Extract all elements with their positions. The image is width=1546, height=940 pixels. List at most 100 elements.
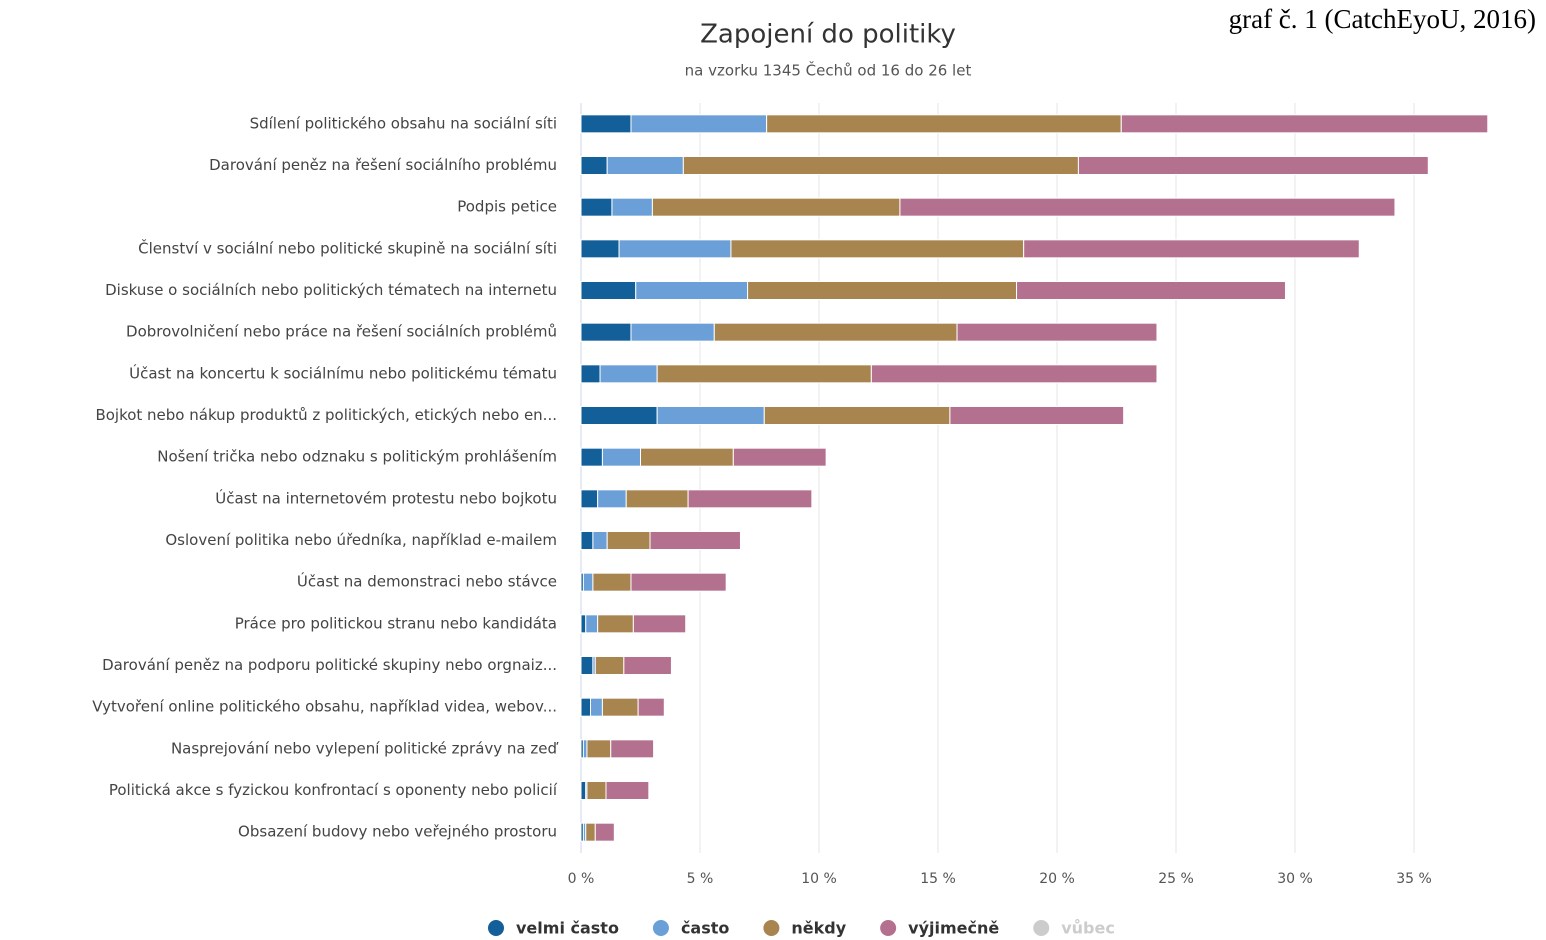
x-tick-label: 10 %: [801, 871, 837, 887]
bar-segment: [618, 239, 732, 259]
bar-segment: [592, 572, 632, 592]
bar-segment: [611, 197, 653, 217]
bar-segment: [580, 697, 592, 717]
bar-segment: [580, 322, 632, 342]
bar-segment: [580, 614, 587, 634]
bar-segment: [656, 406, 765, 425]
bar-segment: [580, 281, 637, 300]
bar-segment: [1016, 281, 1286, 300]
y-tick-label: Obsazení budovy nebo veřejného prostoru: [238, 823, 557, 841]
bar-segment: [649, 531, 741, 550]
bar-segment: [582, 739, 588, 759]
bar-segment: [580, 656, 594, 675]
bar-segment: [605, 781, 650, 800]
bar-segment: [580, 114, 632, 134]
y-tick-label: Sdílení politického obsahu na sociální s…: [250, 114, 557, 132]
bar-segment: [594, 656, 625, 675]
bar-segment: [590, 697, 603, 717]
y-tick-label: Darování peněz na řešení sociálního prob…: [209, 156, 557, 174]
bar-segment: [586, 781, 607, 800]
bar-segment: [580, 447, 603, 467]
y-tick-label: Diskuse o sociálních nebo politických té…: [105, 281, 557, 299]
y-tick-label: Členství v sociální nebo politické skupi…: [138, 238, 557, 257]
bar-segment: [606, 531, 651, 550]
x-tick-label: 5 %: [687, 871, 714, 887]
bar-segment: [601, 447, 641, 467]
chart-subtitle: na vzorku 1345 Čechů od 16 do 26 let: [685, 61, 972, 80]
y-tick-label: Politická akce s fyzickou konfrontací s …: [109, 781, 558, 799]
bar-segment: [630, 572, 727, 592]
bar-segment: [580, 406, 658, 425]
legend-label[interactable]: někdy: [791, 919, 846, 938]
y-tick-label: Účast na internetovém protestu nebo bojk…: [215, 488, 557, 507]
x-tick-label: 0 %: [568, 871, 595, 887]
bar-segment: [580, 489, 599, 509]
bar-segment: [630, 322, 715, 342]
y-tick-label: Nošení trička nebo odznaku s politickým …: [157, 448, 557, 466]
bar-segment: [656, 364, 872, 384]
bar-segment: [597, 489, 627, 509]
x-tick-label: 30 %: [1277, 871, 1313, 887]
bar-segment: [586, 739, 612, 759]
y-tick-label: Práce pro politickou stranu nebo kandidá…: [235, 614, 557, 632]
legend-label[interactable]: často: [681, 919, 729, 938]
bar-segment: [597, 614, 634, 634]
bar-segment: [606, 156, 684, 175]
bar-segment: [580, 156, 608, 175]
legend-label[interactable]: velmi často: [516, 919, 619, 938]
bar-segment: [713, 322, 958, 342]
legend-label[interactable]: vůbec: [1061, 919, 1115, 938]
bar-segment: [582, 572, 594, 592]
legend-marker: [652, 920, 669, 936]
x-tick-label: 25 %: [1158, 871, 1194, 887]
bar-segment: [585, 614, 599, 634]
bar-segment: [640, 447, 734, 467]
bar-segment: [949, 406, 1125, 425]
bar-segment: [730, 239, 1025, 259]
bar-segment: [732, 447, 827, 467]
y-tick-label: Účast na koncertu k sociálnímu nebo poli…: [129, 363, 557, 382]
y-tick-label: Vytvoření online politického obsahu, nap…: [92, 698, 557, 716]
bar-segment: [599, 364, 658, 384]
bar-segment: [870, 364, 1158, 384]
bar-segment: [585, 822, 596, 842]
bar-segment: [592, 531, 608, 550]
x-tick-label: 20 %: [1039, 871, 1075, 887]
bar-segment: [899, 197, 1396, 217]
bar-segment: [610, 739, 655, 759]
bar-segment: [580, 239, 620, 259]
bar-segment: [580, 781, 587, 800]
bar-segment: [763, 406, 951, 425]
y-tick-label: Oslovení politika nebo úředníka, napříkl…: [165, 531, 557, 549]
bar-segment: [580, 197, 613, 217]
bar-segment: [594, 822, 615, 842]
legend-label[interactable]: výjimečně: [908, 919, 999, 938]
bar-segment: [1120, 114, 1489, 134]
legend-marker: [1033, 920, 1050, 936]
y-tick-label: Bojkot nebo nákup produktů z politických…: [95, 406, 557, 424]
chart-title: Zapojení do politiky: [700, 20, 956, 50]
bar-segment: [601, 697, 639, 717]
legend-marker: [880, 920, 897, 936]
bar-segment: [747, 281, 1018, 300]
y-tick-label: Nasprejování nebo vylepení politické zpr…: [171, 739, 559, 757]
bar-segment: [651, 197, 901, 217]
y-tick-label: Dobrovolničení nebo práce na řešení soci…: [126, 323, 557, 341]
bar-segment: [687, 489, 813, 509]
bar-segment: [956, 322, 1158, 342]
bar-segment: [635, 281, 749, 300]
bar-segment: [766, 114, 1122, 134]
bar-segment: [630, 114, 768, 134]
bar-segment: [632, 614, 687, 634]
y-tick-label: Podpis petice: [457, 198, 557, 216]
bar-segment: [682, 156, 1079, 175]
bar-segment: [580, 364, 601, 384]
x-tick-label: 15 %: [920, 871, 956, 887]
y-tick-label: Účast na demonstraci nebo stávce: [297, 572, 557, 591]
legend-marker: [763, 920, 780, 936]
bar-segment: [625, 489, 689, 509]
bar-segment: [580, 531, 594, 550]
bar-segment: [1077, 156, 1429, 175]
legend-marker: [488, 920, 504, 936]
